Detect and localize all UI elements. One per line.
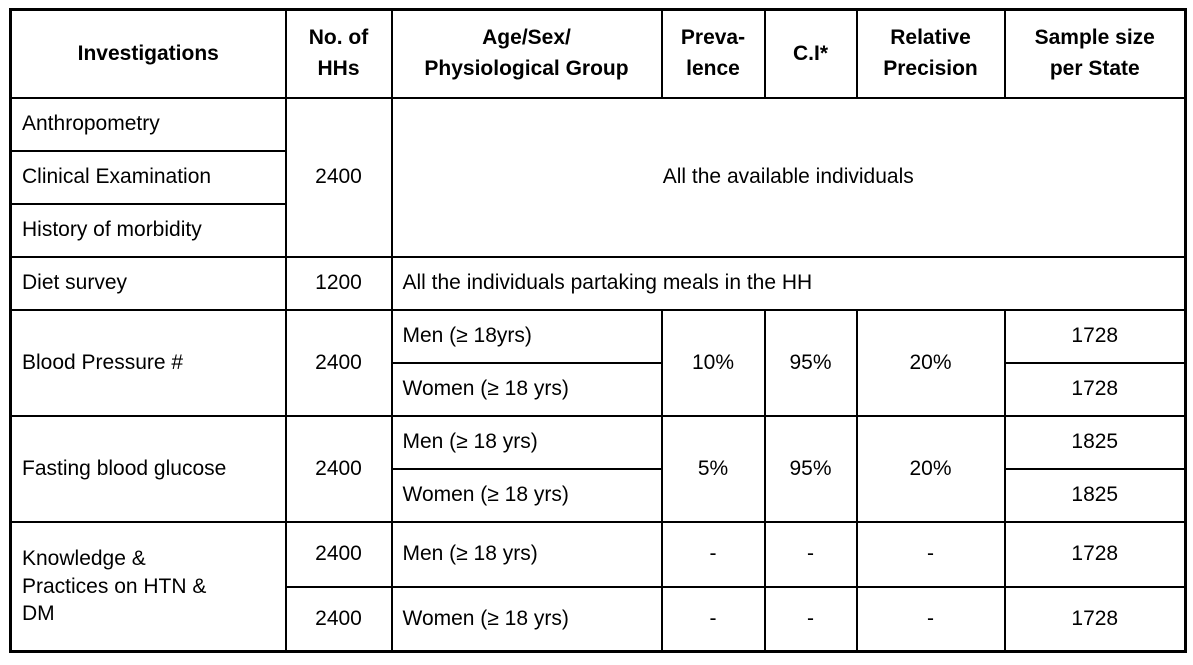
- cell-sample-knowledge-women: 1728: [1003, 585, 1187, 653]
- cell-ci-fbg: 95%: [763, 414, 858, 523]
- table-row-diet-survey: Diet survey 1200 All the individuals par…: [9, 255, 1187, 311]
- cell-relative-precision-fbg: 20%: [855, 414, 1006, 523]
- cell-investigation-history-of-morbidity: History of morbidity: [9, 202, 287, 258]
- cell-hhs-group-all: 2400: [284, 96, 393, 258]
- header-row: Investigations No. of HHs Age/Sex/ Physi…: [9, 8, 1187, 99]
- cell-investigation-anthropometry: Anthropometry: [9, 96, 287, 152]
- header-no-of-hhs: No. of HHs: [284, 8, 393, 99]
- cell-sample-knowledge-men: 1728: [1003, 520, 1187, 588]
- cell-hhs-blood-pressure: 2400: [284, 308, 393, 417]
- header-prevalence: Preva- lence: [660, 8, 766, 99]
- cell-prevalence-knowledge-women: -: [660, 585, 766, 653]
- cell-prevalence-knowledge-men: -: [660, 520, 766, 588]
- cell-investigation-fasting-glucose: Fasting blood glucose: [9, 414, 287, 523]
- cell-investigation-knowledge: Knowledge & Practices on HTN & DM: [9, 520, 287, 653]
- survey-design-table: Investigations No. of HHs Age/Sex/ Physi…: [9, 8, 1187, 653]
- cell-sample-fbg-women: 1825: [1003, 467, 1187, 523]
- cell-relative-precision-knowledge-men: -: [855, 520, 1006, 588]
- cell-hhs-knowledge-men: 2400: [284, 520, 393, 588]
- table-row-history-of-morbidity: History of morbidity: [9, 202, 1186, 258]
- cell-group-knowledge-women: Women (≥ 18 yrs): [390, 585, 663, 653]
- cell-ci-bp: 95%: [763, 308, 858, 417]
- header-ci: C.I*: [763, 8, 858, 99]
- cell-hhs-diet-survey: 1200: [284, 255, 393, 311]
- cell-sample-bp-women: 1728: [1003, 361, 1187, 417]
- cell-ci-knowledge-women: -: [763, 585, 858, 653]
- cell-sample-fbg-men: 1825: [1003, 414, 1187, 470]
- table-row-knowledge-women: 2400 Women (≥ 18 yrs) - - - 1728: [11, 585, 1187, 653]
- header-relative-precision: Relative Precision: [855, 8, 1006, 99]
- cell-relative-precision-knowledge-women: -: [855, 585, 1006, 653]
- table-row-knowledge-men: Knowledge & Practices on HTN & DM 2400 M…: [9, 520, 1187, 653]
- cell-group-fbg-women: Women (≥ 18 yrs): [390, 467, 663, 523]
- cell-group-bp-men: Men (≥ 18yrs): [390, 308, 663, 364]
- cell-group-fbg-men: Men (≥ 18 yrs): [390, 414, 663, 470]
- cell-relative-precision-bp: 20%: [855, 308, 1006, 417]
- cell-investigation-clinical-examination: Clinical Examination: [9, 149, 287, 205]
- table-row-anthropometry: Anthropometry 2400 All the available ind…: [9, 96, 1187, 258]
- cell-group-knowledge-men: Men (≥ 18 yrs): [390, 520, 663, 588]
- cell-hhs-knowledge-women: 2400: [284, 585, 393, 653]
- cell-investigation-diet-survey: Diet survey: [9, 255, 287, 311]
- cell-sample-bp-men: 1728: [1003, 308, 1187, 364]
- cell-investigation-blood-pressure: Blood Pressure #: [9, 308, 287, 417]
- cell-group-bp-women: Women (≥ 18 yrs): [390, 361, 663, 417]
- cell-note-all-individuals: All the available individuals: [390, 96, 1187, 258]
- cell-prevalence-fbg: 5%: [660, 414, 766, 523]
- cell-hhs-fasting-glucose: 2400: [284, 414, 393, 523]
- header-age-sex-group: Age/Sex/ Physiological Group: [390, 8, 663, 99]
- cell-ci-knowledge-men: -: [763, 520, 858, 588]
- cell-note-diet-survey: All the individuals partaking meals in t…: [390, 255, 1187, 311]
- cell-prevalence-bp: 10%: [660, 308, 766, 417]
- table-row-clinical-examination: Clinical Examination: [9, 149, 1186, 205]
- table-row-blood-pressure-men: Blood Pressure # 2400 Men (≥ 18yrs) 10% …: [9, 308, 1187, 417]
- table-row-fasting-glucose-men: Fasting blood glucose 2400 Men (≥ 18 yrs…: [9, 414, 1187, 523]
- header-investigations: Investigations: [9, 8, 287, 99]
- table-row-fasting-glucose-women: Women (≥ 18 yrs) 1825: [11, 467, 1187, 523]
- header-sample-size: Sample size per State: [1003, 8, 1187, 99]
- table-row-blood-pressure-women: Women (≥ 18 yrs) 1728: [11, 361, 1187, 417]
